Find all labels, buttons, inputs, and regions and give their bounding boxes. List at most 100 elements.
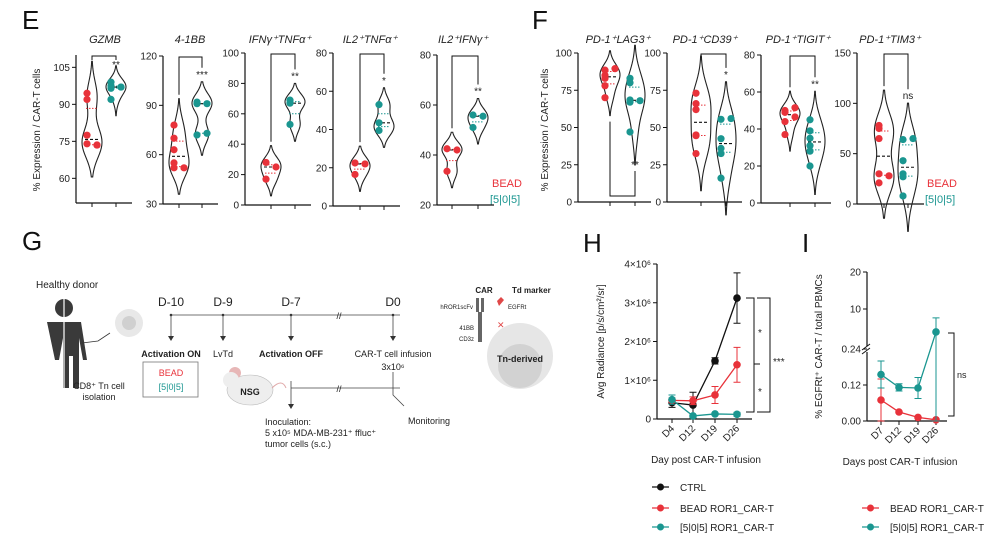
y-tick-label: 100 [555, 49, 572, 60]
data-point [180, 164, 188, 172]
violin-panel: PD-1⁺LAG3⁺ 0 25 50 75 100 ** [555, 34, 651, 209]
violin-panel: PD-1⁺CD39⁺ 0 25 50 75 100 * [644, 34, 742, 216]
data-point [262, 175, 270, 183]
series-bead [668, 346, 741, 406]
data-point [626, 128, 634, 136]
isolation-label-2: isolation [82, 392, 115, 402]
violin-shape [873, 89, 895, 219]
significance-label: ** [631, 160, 639, 171]
violin-panel: IL2⁺TNFα⁺ 0 20 40 60 80 * [316, 34, 400, 213]
y-tick-label: 150 [834, 49, 851, 60]
series-bead [877, 378, 940, 424]
inoculation-line-1: Inoculation: [265, 417, 311, 427]
significance-label: ns [957, 370, 967, 380]
data-point [806, 142, 814, 150]
y-tick-label: 60 [420, 101, 432, 112]
violin-panel: PD-1⁺TIGIT⁺ 0 20 40 60 80 ** [744, 34, 832, 210]
series-t505 [668, 394, 741, 420]
significance-bracket [757, 297, 771, 413]
mouse-icon: NSG [223, 367, 287, 406]
series-line [880, 399, 937, 421]
significance-label: *** [773, 357, 785, 368]
timeline-step-label: Activation OFF [259, 349, 324, 359]
x-tick-label: D26 [721, 423, 742, 444]
legend-e-505: [5|0|5] [490, 194, 520, 206]
inoculation-line-3: tumor cells (s.c.) [265, 439, 331, 449]
timeline-day: D0 [385, 295, 401, 309]
panel-title: PD-1⁺TIGIT⁺ [766, 34, 832, 46]
data-point [806, 162, 814, 170]
data-point [351, 170, 359, 179]
experimental-timeline-diagram: Healthy donor CD8⁺ Tn cell isolation // … [36, 280, 553, 449]
data-point [626, 98, 634, 106]
violin-shape [260, 145, 282, 197]
data-point [83, 140, 91, 148]
legend-marker [867, 523, 874, 531]
y-axis-label: % EGFRt⁺ CAR-T / total PBMCs [814, 274, 825, 419]
y-tick-label: 2×10⁶ [624, 337, 651, 348]
data-point [717, 174, 725, 182]
series-line [671, 297, 738, 406]
data-point [781, 118, 789, 126]
data-point [899, 192, 907, 200]
y-tick-label: 40 [420, 151, 432, 162]
data-point [83, 89, 91, 97]
y-tick-label: 105 [53, 63, 70, 74]
mouse-label: NSG [240, 387, 260, 397]
y-tick-label: 0 [645, 415, 651, 426]
timeline-steps: D-10 Activation ON D-9 LvTd D-7 Activation OF… [141, 295, 431, 359]
data-point [375, 101, 383, 109]
x-tick-label: D12 [677, 423, 698, 444]
legend-marker [657, 504, 664, 512]
significance-bracket [609, 121, 636, 197]
panel-h-line-chart: 0 1×10⁶ 2×10⁶ 3×10⁶ 4×10⁶ D4 D12 D19 D26 Avg Radi… [596, 260, 785, 535]
data-point [611, 65, 619, 73]
significance-label: * [758, 328, 762, 339]
arrowhead-icon [288, 336, 294, 341]
data-point [806, 116, 814, 124]
data-point [107, 95, 115, 103]
y-tick-label: 80 [316, 49, 328, 60]
healthy-donor-label: Healthy donor [36, 280, 99, 291]
timeline-step-label: LvTd [213, 349, 233, 359]
panel-e-violins: % Expression / CAR-T cells GZMB 60 75 90 105 *… [32, 34, 494, 213]
data-point [668, 395, 676, 404]
significance-label: * [758, 387, 762, 398]
y-tick-label: 60 [59, 174, 71, 185]
data-point [601, 71, 609, 79]
y-tick-label: 60 [316, 87, 328, 98]
data-point [806, 134, 814, 142]
data-point [83, 95, 91, 103]
timeline-day: D-7 [281, 295, 301, 309]
data-point [909, 134, 917, 143]
scfv-label: hROR1scFv [440, 305, 473, 311]
y-tick-label: 0.00 [842, 417, 862, 428]
data-point [479, 112, 487, 120]
data-point [899, 157, 907, 165]
data-point [791, 104, 799, 112]
infusion-dose: 3x10⁶ [381, 362, 405, 372]
data-point [717, 144, 725, 152]
panel-title: IL2⁺IFNγ⁺ [438, 34, 489, 46]
y-tick-label: 20 [850, 268, 862, 279]
data-point [932, 328, 940, 336]
violin-shape [168, 98, 190, 195]
arrowhead-icon [390, 336, 396, 341]
data-point [375, 126, 383, 135]
x-axis-label: Day post CAR-T infusion [651, 455, 761, 466]
violin-shape [715, 81, 737, 216]
data-point [170, 164, 178, 172]
data-point [203, 129, 211, 137]
violin-panel: IFNγ⁺TNFα⁺ 0 20 40 60 80 100 ** [222, 34, 312, 212]
significance-label: * [724, 70, 728, 81]
data-point [875, 134, 883, 143]
series-line [671, 399, 738, 417]
panel-label-e: E [22, 5, 39, 35]
cell-name: Tn-derived [497, 354, 543, 364]
y-axis-label: Avg Radiance [p/s/cm²/sr] [596, 284, 607, 399]
data-point [262, 158, 270, 167]
data-point [791, 113, 799, 121]
data-point [692, 106, 700, 114]
data-point [875, 121, 883, 130]
